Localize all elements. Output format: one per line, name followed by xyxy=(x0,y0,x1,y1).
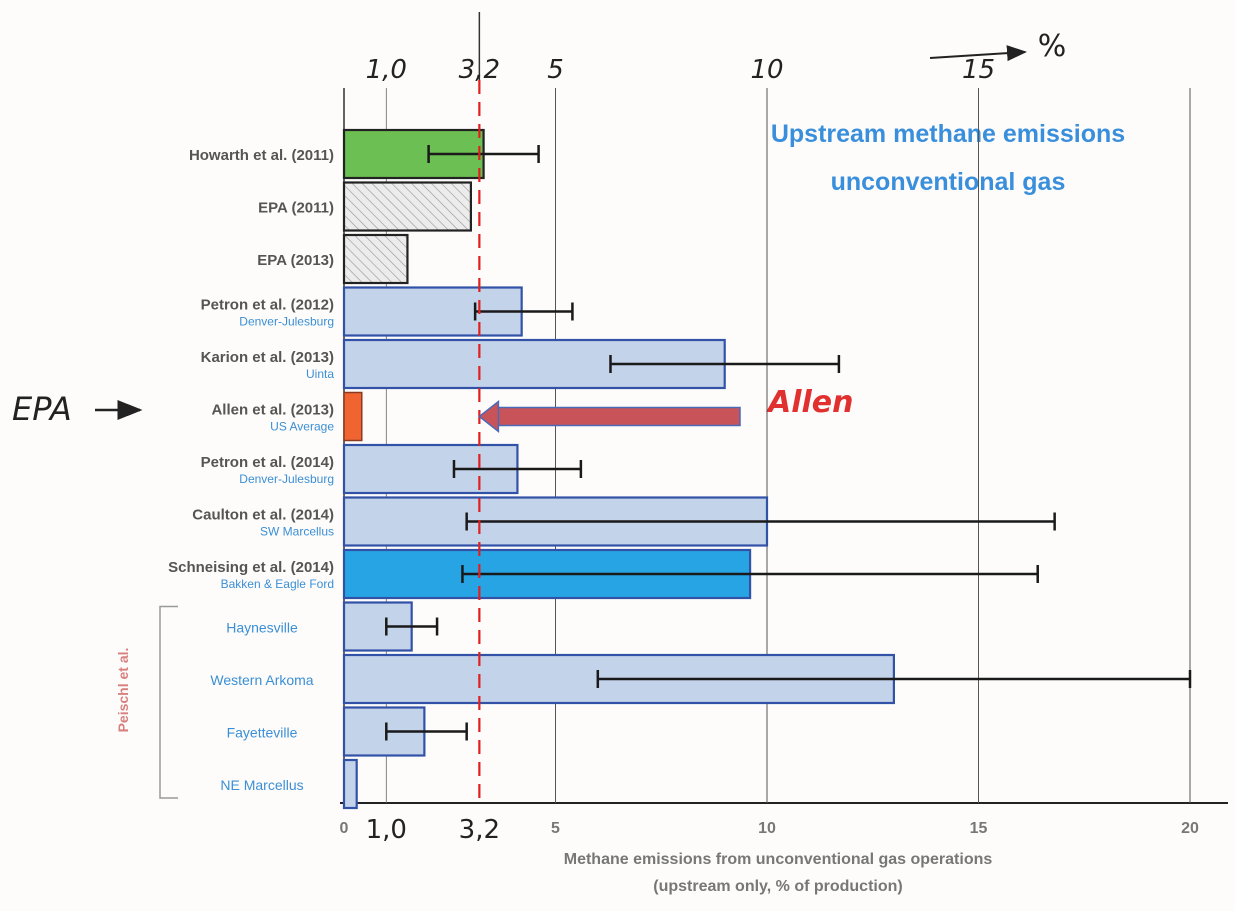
category-sublabel-13: NE Marcellus xyxy=(220,777,303,793)
category-label-6: Allen et al. (2013) xyxy=(211,402,334,419)
chart-title-line-1: Upstream methane emissions xyxy=(771,120,1125,148)
category-label-5: Karion et al. (2013) xyxy=(201,349,334,366)
category-sublabel-8: SW Marcellus xyxy=(260,525,334,539)
handwritten-top-tick-3.2: 3,2 xyxy=(459,55,500,85)
handwritten-top-tick-5: 5 xyxy=(547,55,564,85)
category-label-9: Schneising et al. (2014) xyxy=(168,559,334,576)
x-tick-label-10: 10 xyxy=(758,820,776,837)
allen-annotation: Allen xyxy=(766,385,854,420)
peischl-bracket-label: Peischl et al. xyxy=(115,648,131,733)
top-percent-arrow xyxy=(929,45,1027,62)
category-sublabel-5: Uinta xyxy=(306,367,334,381)
bar-6 xyxy=(343,391,363,442)
category-label-2: EPA (2011) xyxy=(258,200,334,217)
top-percent-label: % xyxy=(1038,29,1067,64)
x-axis-label-line-2: (upstream only, % of production) xyxy=(653,878,902,895)
chart-title-line-2: unconventional gas xyxy=(831,168,1066,196)
category-sublabel-10: Haynesville xyxy=(226,620,298,636)
category-label-1: Howarth et al. (2011) xyxy=(189,147,334,164)
peischl-bracket xyxy=(159,605,178,799)
handwritten-top-tick-15: 15 xyxy=(962,55,995,85)
allen-arrow-shaft xyxy=(493,406,741,427)
x-axis-label-line-1: Methane emissions from unconventional ga… xyxy=(564,851,993,868)
bar-3 xyxy=(342,233,409,285)
allen-arrow-head xyxy=(478,399,500,434)
category-label-7: Petron et al. (2014) xyxy=(201,454,334,471)
x-tick-label-0: 0 xyxy=(340,820,349,837)
epa-annotation: EPA xyxy=(12,390,72,428)
x-tick-label-5: 5 xyxy=(551,820,560,837)
category-sublabel-6: US Average xyxy=(270,420,334,434)
x-tick-label-15: 15 xyxy=(970,820,988,837)
handwritten-bottom-tick-3.2: 3,2 xyxy=(459,815,500,845)
handwritten-top-tick-1: 1,0 xyxy=(366,55,407,85)
category-label-8: Caulton et al. (2014) xyxy=(192,507,334,524)
category-sublabel-12: Fayetteville xyxy=(227,725,298,741)
category-sublabel-9: Bakken & Eagle Ford xyxy=(221,577,334,591)
bar-2 xyxy=(342,181,473,232)
category-label-3: EPA (2013) xyxy=(257,252,334,269)
x-tick-label-20: 20 xyxy=(1181,820,1199,837)
handwritten-bottom-tick-1: 1,0 xyxy=(366,815,407,845)
handwritten-top-tick-10: 10 xyxy=(750,55,783,85)
category-sublabel-7: Denver-Julesburg xyxy=(239,472,334,486)
category-label-4: Petron et al. (2012) xyxy=(201,297,334,314)
category-sublabel-4: Denver-Julesburg xyxy=(239,315,334,329)
bar-13 xyxy=(342,758,358,810)
category-sublabel-11: Western Arkoma xyxy=(210,672,313,688)
